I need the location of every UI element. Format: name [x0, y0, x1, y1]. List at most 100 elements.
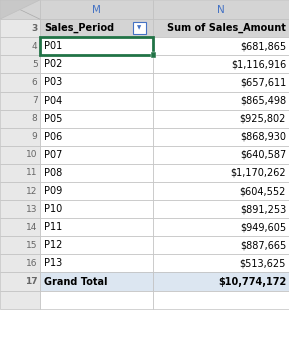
Text: $10,774,172: $10,774,172	[218, 277, 286, 286]
Text: 4: 4	[32, 42, 38, 51]
Bar	[40, 19, 153, 37]
Bar	[40, 200, 153, 218]
Bar	[153, 218, 289, 236]
Text: $925,802: $925,802	[240, 114, 286, 124]
Text: $891,253: $891,253	[240, 204, 286, 214]
Text: $640,587: $640,587	[240, 150, 286, 160]
Bar	[0, 272, 40, 291]
Text: 10: 10	[26, 150, 38, 159]
Text: 9: 9	[32, 132, 38, 141]
Bar	[40, 110, 153, 128]
Bar	[153, 146, 289, 164]
Text: $681,865: $681,865	[240, 41, 286, 51]
Bar	[0, 0, 40, 19]
Text: $868,930: $868,930	[240, 132, 286, 142]
Bar	[153, 19, 289, 37]
Polygon shape	[0, 0, 40, 19]
Bar	[40, 164, 153, 182]
Text: M: M	[92, 5, 101, 15]
Bar	[40, 92, 153, 110]
Bar	[153, 0, 289, 19]
Bar	[0, 19, 40, 37]
Bar	[0, 254, 40, 272]
Bar	[153, 37, 289, 55]
Text: P04: P04	[44, 96, 62, 105]
FancyBboxPatch shape	[133, 22, 146, 34]
Text: 13: 13	[26, 205, 38, 214]
Bar	[0, 291, 40, 309]
Bar	[0, 146, 40, 164]
Text: 17: 17	[25, 277, 38, 286]
Bar	[153, 236, 289, 254]
Bar	[153, 128, 289, 146]
Text: Sum of Sales_Amount: Sum of Sales_Amount	[167, 23, 286, 33]
Bar	[0, 200, 40, 218]
Bar	[0, 37, 40, 55]
Text: $865,498: $865,498	[240, 96, 286, 105]
Text: P03: P03	[44, 78, 62, 87]
Bar	[0, 92, 40, 110]
Bar	[40, 146, 153, 164]
Bar	[40, 37, 153, 55]
Text: P07: P07	[44, 150, 63, 160]
Bar	[0, 128, 40, 146]
Bar	[153, 272, 289, 291]
Text: 5: 5	[32, 60, 38, 69]
Bar	[40, 272, 153, 291]
Bar	[153, 92, 289, 110]
Text: 7: 7	[32, 96, 38, 105]
Text: $1,116,916: $1,116,916	[231, 60, 286, 69]
Bar	[0, 182, 40, 200]
Text: Sales_Period: Sales_Period	[44, 23, 114, 33]
Text: N: N	[217, 5, 225, 15]
Bar	[0, 55, 40, 73]
Text: ▼: ▼	[137, 26, 141, 31]
Text: $604,552: $604,552	[240, 186, 286, 196]
Bar	[153, 254, 289, 272]
Bar	[153, 55, 289, 73]
Bar	[40, 254, 153, 272]
Bar	[40, 0, 153, 19]
Text: Grand Total: Grand Total	[44, 277, 108, 286]
Text: P01: P01	[44, 41, 62, 51]
Text: $657,611: $657,611	[240, 78, 286, 87]
Text: P06: P06	[44, 132, 62, 142]
Bar	[40, 37, 153, 55]
Bar	[153, 182, 289, 200]
Text: 12: 12	[26, 187, 38, 196]
Bar	[40, 291, 153, 309]
Text: P02: P02	[44, 60, 63, 69]
Text: P08: P08	[44, 168, 62, 178]
Bar	[0, 110, 40, 128]
Text: P09: P09	[44, 186, 62, 196]
Text: $513,625: $513,625	[240, 259, 286, 268]
Text: P11: P11	[44, 222, 62, 232]
Bar	[0, 164, 40, 182]
Text: $887,665: $887,665	[240, 240, 286, 250]
Bar	[40, 55, 153, 73]
Bar	[153, 164, 289, 182]
Bar	[40, 182, 153, 200]
Text: 6: 6	[32, 78, 38, 87]
Text: 3: 3	[31, 24, 38, 33]
Text: P13: P13	[44, 259, 62, 268]
Bar	[153, 200, 289, 218]
Bar	[40, 236, 153, 254]
Text: 8: 8	[32, 114, 38, 123]
Text: P05: P05	[44, 114, 63, 124]
Bar	[40, 128, 153, 146]
Bar	[40, 218, 153, 236]
Bar	[151, 52, 156, 58]
Text: 11: 11	[26, 168, 38, 177]
Bar	[153, 291, 289, 309]
Bar	[0, 218, 40, 236]
Text: 16: 16	[26, 259, 38, 268]
Bar	[0, 236, 40, 254]
Text: 15: 15	[26, 241, 38, 250]
Text: P10: P10	[44, 204, 62, 214]
Text: $949,605: $949,605	[240, 222, 286, 232]
Polygon shape	[0, 0, 40, 19]
Text: 14: 14	[26, 223, 38, 232]
Bar	[40, 73, 153, 92]
Text: P12: P12	[44, 240, 63, 250]
